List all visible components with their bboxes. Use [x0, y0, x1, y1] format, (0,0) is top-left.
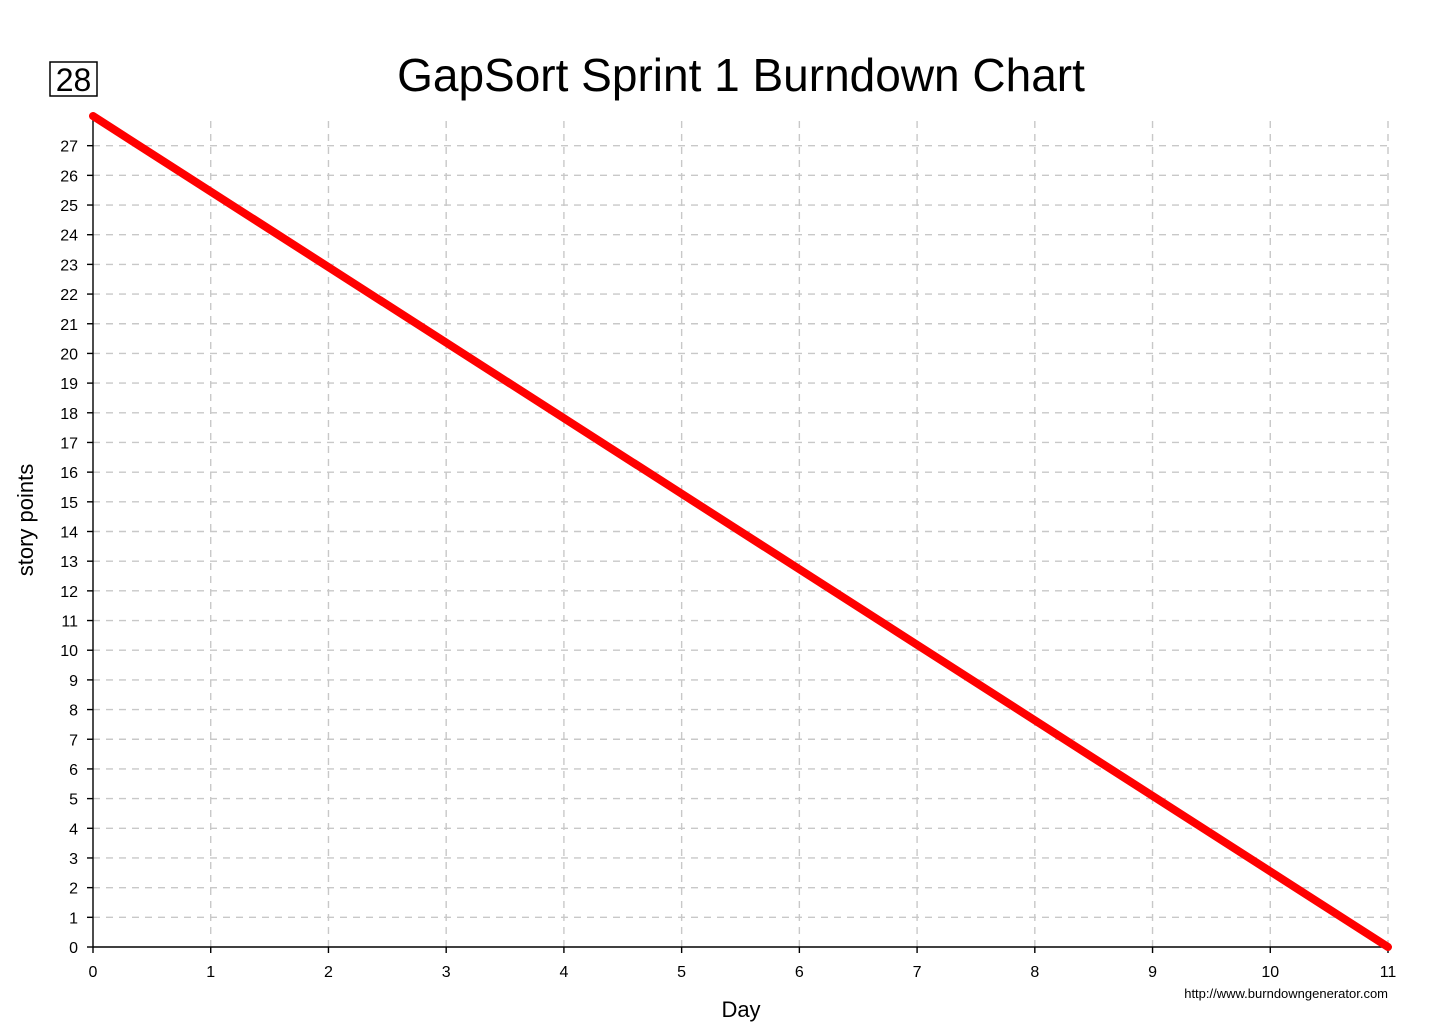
y-tick-label: 8 [69, 703, 78, 720]
x-tick-label: 4 [559, 964, 568, 981]
y-tick-label: 9 [69, 673, 78, 690]
y-tick-label: 21 [60, 317, 78, 334]
max-value-badge-label: 28 [56, 62, 92, 98]
y-tick-label: 3 [69, 851, 78, 868]
y-axis-label: story points [13, 464, 38, 577]
chart-title: GapSort Sprint 1 Burndown Chart [397, 49, 1085, 101]
burndown-data-point [89, 112, 97, 120]
x-tick-label: 8 [1030, 964, 1039, 981]
x-tick-label: 9 [1148, 964, 1157, 981]
x-tick-label: 11 [1380, 964, 1397, 981]
y-tick-label: 0 [69, 940, 78, 957]
y-tick-label: 23 [60, 257, 78, 274]
max-value-badge: 28 [49, 61, 98, 98]
x-tick-label: 7 [913, 964, 922, 981]
series-layer [89, 112, 1392, 951]
y-tick-label: 25 [60, 198, 78, 215]
y-tick-label: 22 [60, 287, 78, 304]
y-tick-label: 7 [69, 732, 78, 749]
x-tick-label: 3 [442, 964, 451, 981]
y-tick-label: 26 [60, 168, 78, 185]
y-tick-label: 17 [60, 435, 78, 452]
x-tick-label: 10 [1261, 964, 1279, 981]
y-tick-label: 20 [60, 346, 78, 363]
x-tick-label: 5 [677, 964, 686, 981]
x-tick-label: 2 [324, 964, 333, 981]
y-tick-label: 18 [60, 406, 78, 423]
y-tick-label: 5 [69, 792, 78, 809]
y-tick-label: 13 [60, 554, 78, 571]
max-value-badge-box [49, 61, 98, 97]
y-tick-label: 15 [60, 495, 78, 512]
y-tick-label: 27 [60, 139, 78, 156]
grid [93, 116, 1389, 947]
y-tick-label: 4 [69, 821, 78, 838]
credit-link[interactable]: http://www.burndowngenerator.com [1184, 986, 1388, 1001]
y-tick-label: 16 [60, 465, 78, 482]
x-axis-label: Day [721, 997, 760, 1022]
y-tick-label: 6 [69, 762, 78, 779]
y-tick-label: 14 [60, 525, 78, 542]
burndown-series-line [89, 112, 1392, 951]
y-tick-label: 2 [69, 881, 78, 898]
y-tick-label: 1 [69, 910, 78, 927]
y-tick-label: 11 [61, 614, 78, 631]
axes: 0123456789101112131415161718192021222324… [60, 116, 1396, 981]
y-tick-label: 19 [60, 376, 78, 393]
x-tick-label: 1 [206, 964, 215, 981]
y-tick-label: 10 [60, 643, 78, 660]
x-tick-label: 0 [89, 964, 98, 981]
y-tick-label: 12 [60, 584, 78, 601]
x-tick-label: 6 [795, 964, 804, 981]
burndown-data-point [1384, 943, 1392, 951]
y-tick-label: 24 [60, 228, 78, 245]
